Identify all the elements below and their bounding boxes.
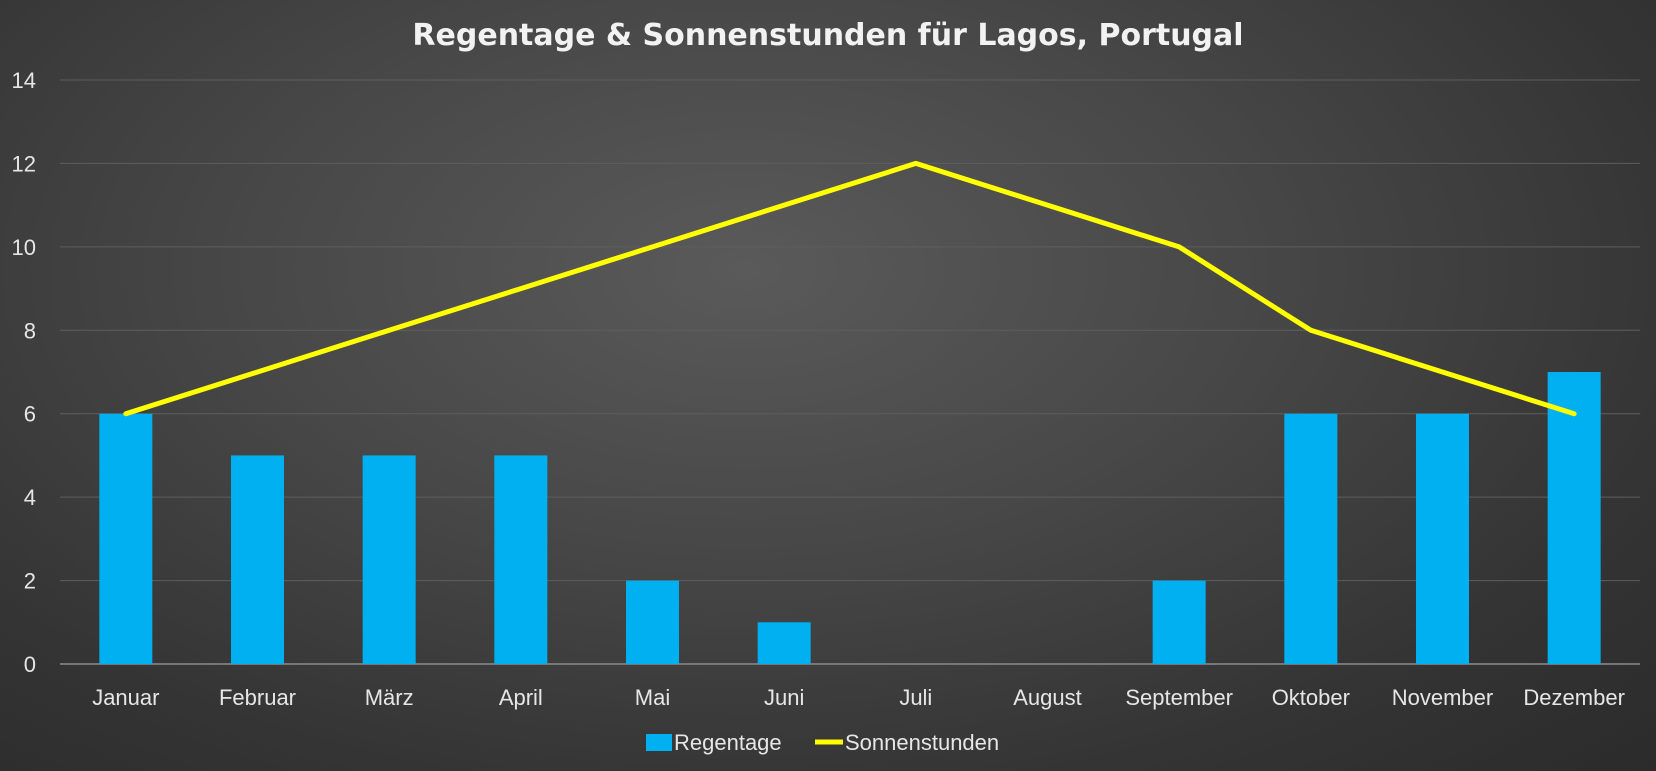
x-tick-label: Februar — [219, 685, 296, 710]
x-tick-label: Januar — [92, 685, 159, 710]
x-tick-label: August — [1013, 685, 1082, 710]
bar-regentage — [1152, 580, 1206, 664]
x-tick-label: Oktober — [1272, 685, 1350, 710]
ticks-layer: 0 2 4 6 8 10 12 14 Januar Februar März April Mai Juni… — [12, 68, 1625, 710]
x-tick-label: Juli — [899, 685, 932, 710]
bar-regentage — [757, 622, 811, 664]
bar-regentage — [494, 455, 548, 664]
legend-swatch-regentage — [646, 734, 672, 751]
bar-regentage — [231, 455, 284, 664]
y-tick-label: 2 — [24, 569, 36, 594]
legend-label-sonnenstunden: Sonnenstunden — [845, 730, 999, 755]
y-tick-label: 0 — [24, 652, 36, 677]
line-sonnenstunden — [123, 160, 1577, 417]
x-tick-label: März — [365, 685, 414, 710]
x-tick-label: November — [1392, 685, 1493, 710]
x-tick-label: September — [1125, 685, 1233, 710]
y-tick-label: 4 — [24, 485, 36, 510]
y-tick-label: 14 — [12, 68, 36, 93]
bars-layer — [99, 372, 1601, 664]
y-tick-label: 6 — [24, 402, 36, 427]
x-tick-label: Juni — [764, 685, 804, 710]
bar-regentage — [99, 413, 153, 664]
legend-label-regentage: Regentage — [674, 730, 782, 755]
x-tick-label: Dezember — [1523, 685, 1624, 710]
bar-regentage — [1416, 413, 1469, 664]
y-tick-label: 12 — [12, 151, 36, 176]
bar-regentage — [626, 580, 679, 664]
bar-regentage — [1547, 372, 1601, 664]
grid-layer — [60, 79, 1640, 665]
chart-title: Regentage & Sonnenstunden für Lagos, Por… — [412, 18, 1243, 53]
legend: Regentage Sonnenstunden — [646, 730, 999, 755]
x-tick-label: April — [499, 685, 543, 710]
x-tick-label: Mai — [635, 685, 670, 710]
line-layer — [123, 160, 1577, 417]
y-tick-label: 8 — [24, 318, 36, 343]
y-tick-label: 10 — [12, 235, 36, 260]
bar-regentage — [362, 455, 416, 664]
bar-regentage — [1284, 413, 1338, 664]
